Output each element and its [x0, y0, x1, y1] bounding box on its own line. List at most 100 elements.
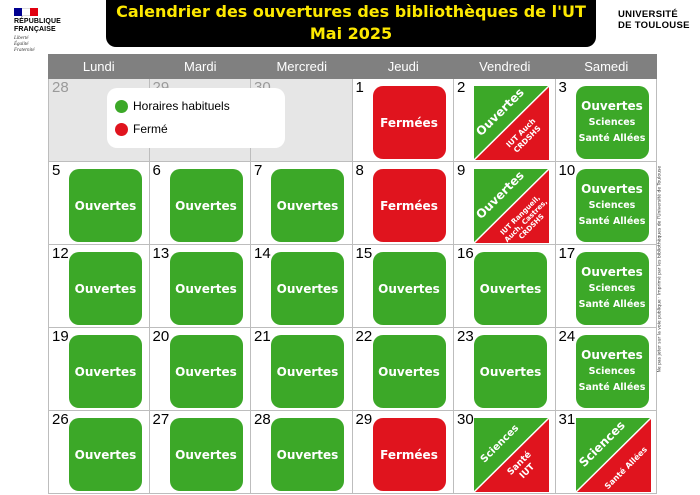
open-tile: Ouvertes — [169, 335, 243, 408]
day-cell: 5 Ouvertes — [48, 162, 150, 245]
day-cell: 26 Ouvertes — [48, 411, 150, 494]
day-number: 10 — [558, 162, 576, 179]
weekday-mardi: Mardi — [183, 59, 217, 74]
day-number: 19 — [52, 328, 69, 345]
day-cell: 2 Ouvertes IUT Auch CRDSHS — [454, 79, 556, 162]
open-label: Ouvertes — [581, 99, 643, 113]
french-flag-icon — [14, 8, 38, 16]
saturday-open-tile: Ouvertes Sciences Santé Allées — [575, 86, 649, 159]
closed-tile: Fermées — [372, 169, 446, 242]
ut-line2: DE TOULOUSE — [618, 20, 690, 31]
day-number: 17 — [558, 245, 576, 262]
calendar-grid: Lundi Mardi Mercredi Jeudi Vendredi Same… — [48, 54, 657, 495]
sciences-label: Sciences — [588, 117, 636, 128]
day-cell: 23 Ouvertes — [454, 328, 556, 411]
day-cell: 6 Ouvertes — [149, 162, 251, 245]
open-tile: Ouvertes — [271, 252, 344, 325]
split-tile: Sciences Santé IUT — [474, 418, 549, 492]
day-cell: 27 Ouvertes — [149, 411, 251, 494]
weekday-jeudi: Jeudi — [387, 59, 419, 74]
split-tile: Sciences Santé Allées — [575, 418, 651, 492]
day-cell: 21 Ouvertes — [251, 328, 353, 411]
day-number: 22 — [355, 328, 373, 345]
day-cell: 22 Ouvertes — [352, 328, 454, 411]
side-note: Ne pas jeter sur la voie publique · Impr… — [657, 165, 663, 373]
ut-line1: UNIVERSITÉ — [618, 9, 679, 20]
weekday-samedi: Samedi — [584, 59, 629, 74]
day-number: 6 — [152, 162, 161, 179]
page-title: Calendrier des ouvertures des bibliothèq… — [106, 0, 596, 47]
open-label: Ouvertes — [581, 348, 643, 362]
day-number: 2 — [457, 79, 466, 96]
open-tile: Ouvertes — [69, 335, 142, 408]
day-cell: 3 Ouvertes Sciences Santé Allées — [555, 79, 657, 162]
saturday-open-tile: Ouvertes Sciences Santé Allées — [575, 335, 649, 408]
open-tile: Ouvertes — [474, 335, 547, 408]
weekday-mercredi: Mercredi — [276, 59, 328, 74]
open-tile: Ouvertes — [474, 252, 547, 325]
title-line2: Mai 2025 — [309, 24, 393, 43]
open-tile: Ouvertes — [169, 169, 243, 242]
day-number: 20 — [152, 328, 170, 345]
open-tile: Ouvertes — [271, 335, 344, 408]
day-cell: 31 Sciences Santé Allées — [555, 411, 657, 494]
day-number: 27 — [152, 411, 170, 428]
day-number: 29 — [355, 411, 373, 428]
split-tile-shape — [474, 169, 549, 243]
day-cell: 8 Fermées — [352, 162, 454, 245]
day-number: 1 — [355, 79, 364, 96]
open-tile: Ouvertes — [69, 418, 142, 491]
open-label: Ouvertes — [581, 265, 643, 279]
day-number: 26 — [52, 411, 69, 428]
sante-allees-label: Santé Allées — [578, 382, 646, 393]
sciences-label: Sciences — [588, 366, 636, 377]
green-dot-icon — [115, 99, 128, 113]
day-number: 24 — [558, 328, 576, 345]
day-number: 15 — [355, 245, 373, 262]
day-cell: 29 Fermées — [352, 411, 454, 494]
day-number: 23 — [457, 328, 474, 345]
day-cell: 1 Fermées — [352, 79, 454, 162]
day-number: 12 — [52, 245, 69, 262]
day-cell: 17 Ouvertes Sciences Santé Allées — [555, 245, 657, 328]
red-dot-icon — [115, 122, 128, 136]
day-number: 5 — [52, 162, 61, 179]
day-cell: 28 Ouvertes — [251, 411, 353, 494]
sciences-label: Sciences — [588, 283, 636, 294]
open-tile: Ouvertes — [372, 335, 446, 408]
day-number: 28 — [52, 79, 69, 96]
open-tile: Ouvertes — [69, 169, 142, 242]
day-cell: 24 Ouvertes Sciences Santé Allées — [555, 328, 657, 411]
day-cell: 13 Ouvertes — [149, 245, 251, 328]
day-cell: 9 Ouvertes IUT Rangueil, Auch, Castres, … — [454, 162, 556, 245]
legend-closed-label: Fermé — [133, 122, 168, 136]
rf-line1: RÉPUBLIQUE — [14, 18, 61, 25]
day-number: 7 — [254, 162, 263, 179]
sante-allees-label: Santé Allées — [578, 216, 646, 227]
day-number: 14 — [254, 245, 271, 262]
day-number: 31 — [558, 411, 576, 428]
day-cell: 19 Ouvertes — [48, 328, 150, 411]
split-tile-shape — [575, 418, 651, 492]
rf-line2: FRANÇAISE — [14, 26, 56, 33]
day-cell: 16 Ouvertes — [454, 245, 556, 328]
sciences-label: Sciences — [588, 200, 636, 211]
republique-francaise-logo: RÉPUBLIQUE FRANÇAISE Liberté Égalité Fra… — [14, 8, 86, 54]
weekday-lundi: Lundi — [82, 59, 115, 74]
day-cell: 12 Ouvertes — [48, 245, 150, 328]
weekday-header: Lundi Mardi Mercredi Jeudi Vendredi Same… — [48, 54, 657, 79]
day-cell: 15 Ouvertes — [352, 245, 454, 328]
day-number: 13 — [152, 245, 170, 262]
legend-usual-label: Horaires habituels — [133, 99, 230, 113]
day-cell: 20 Ouvertes — [149, 328, 251, 411]
day-number: 8 — [355, 162, 364, 179]
weekday-vendredi: Vendredi — [479, 59, 531, 74]
closed-tile: Fermées — [372, 86, 446, 159]
day-number: 30 — [457, 411, 474, 428]
legend-usual: Horaires habituels — [115, 99, 230, 113]
open-tile: Ouvertes — [169, 252, 243, 325]
legend-closed: Fermé — [115, 122, 168, 136]
day-cell: 10 Ouvertes Sciences Santé Allées — [555, 162, 657, 245]
split-tile: Ouvertes IUT Rangueil, Auch, Castres, CR… — [474, 169, 549, 243]
day-number: 3 — [558, 79, 567, 96]
